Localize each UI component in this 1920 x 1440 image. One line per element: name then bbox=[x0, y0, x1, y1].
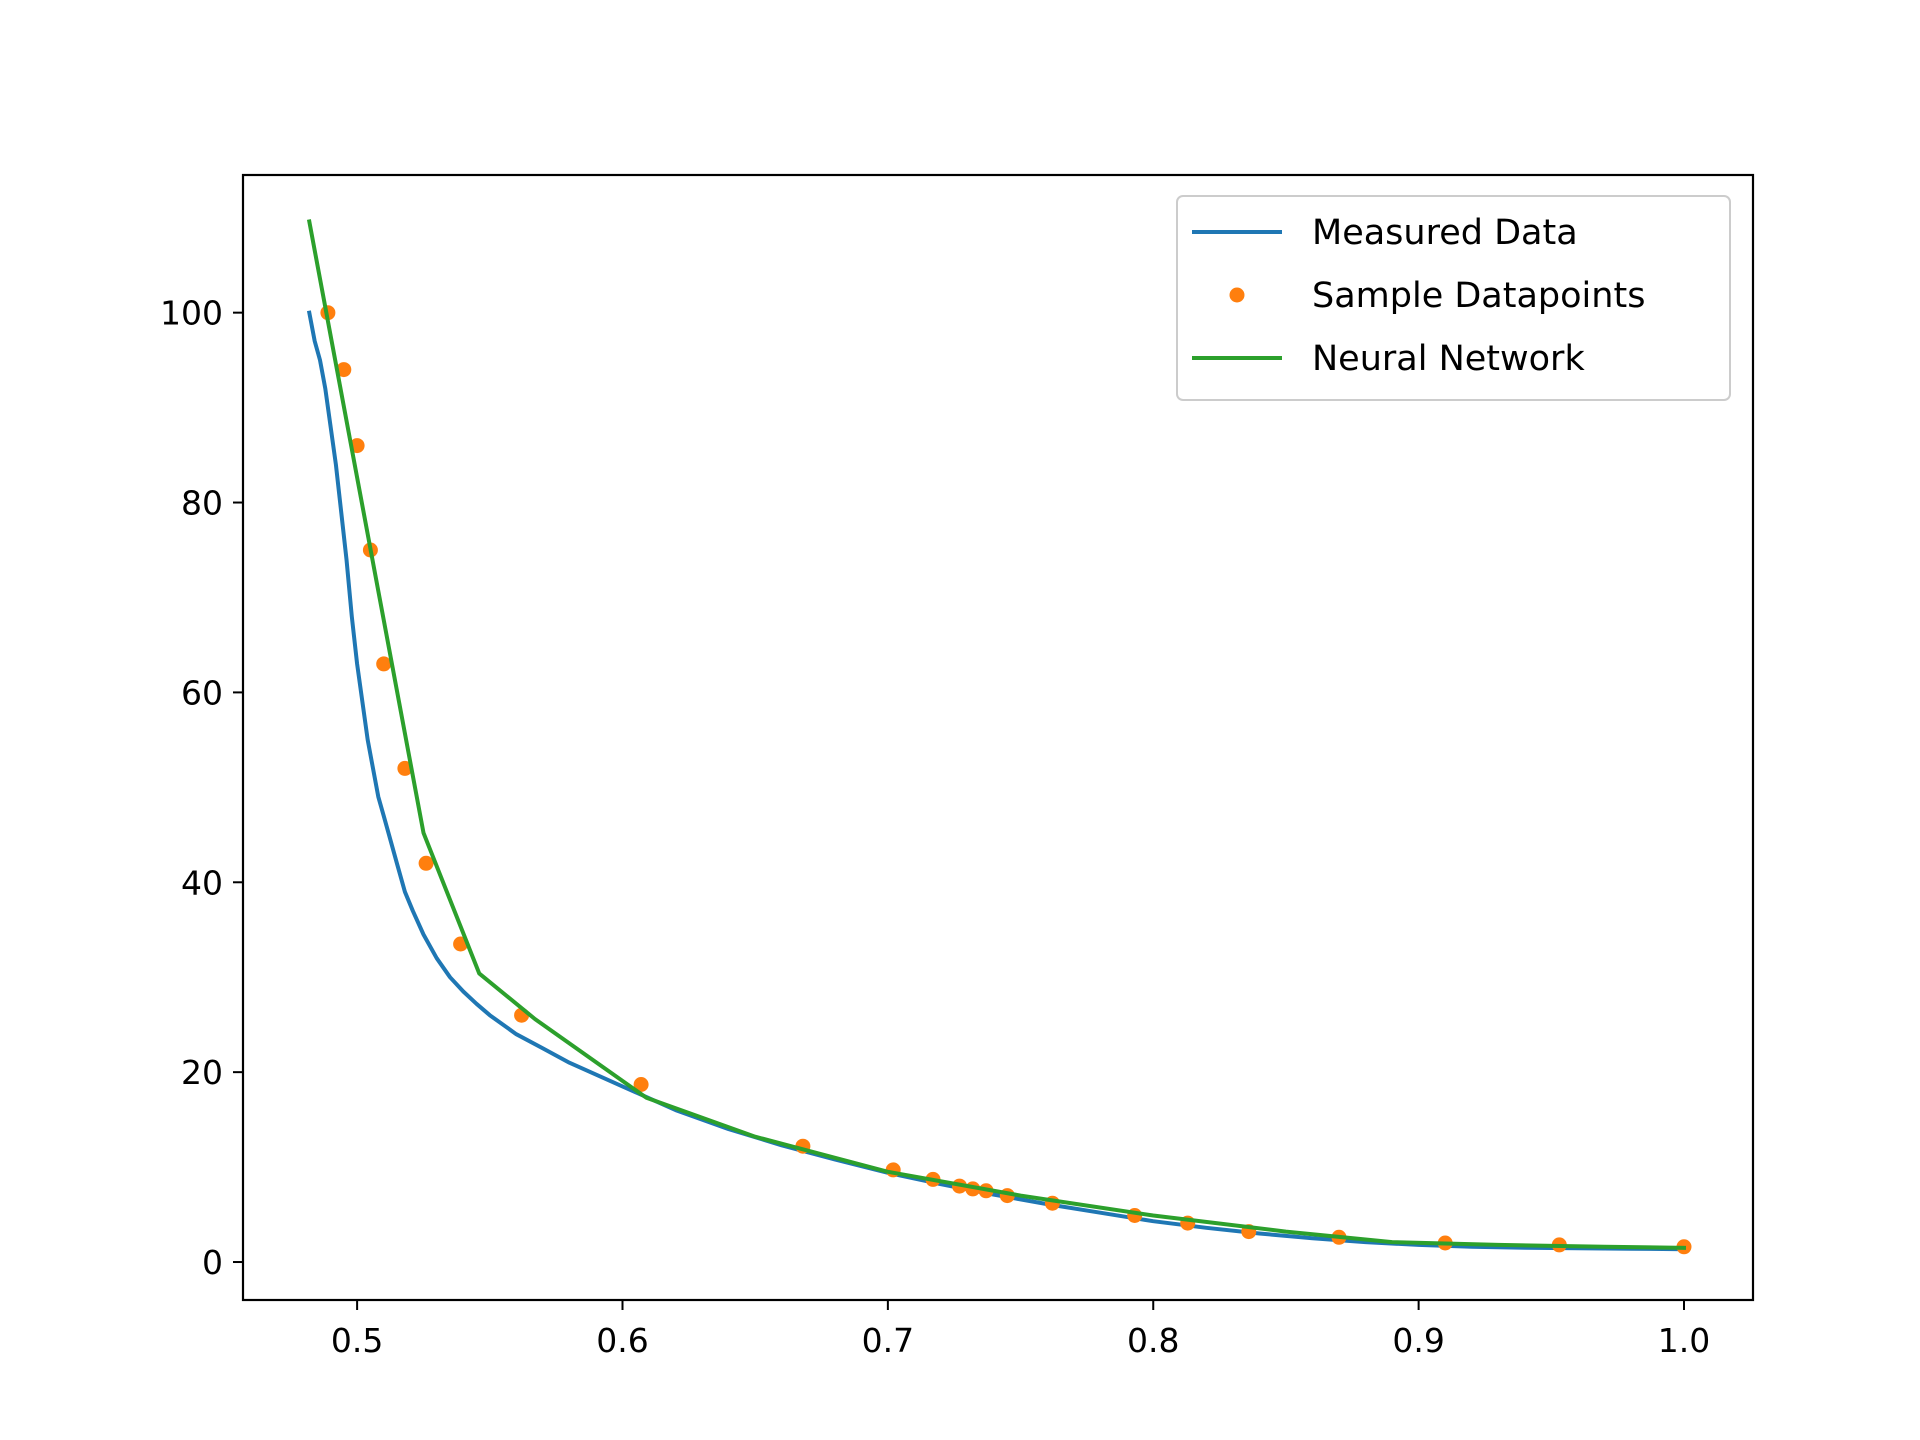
series-line-neural-network bbox=[306, 219, 1687, 1250]
legend-label-neural-network: Neural Network bbox=[1312, 339, 1585, 379]
x-axis-ticks: 0.5 0.6 0.7 0.8 0.9 1.0 bbox=[331, 1300, 1710, 1360]
y-tick-label-4: 80 bbox=[181, 484, 223, 523]
data-point-sample-datapoints-9 bbox=[633, 1077, 649, 1092]
series-line-measured-data bbox=[306, 310, 1687, 1252]
x-tick-label-1: 0.6 bbox=[596, 1321, 648, 1360]
data-point-sample-datapoints-1 bbox=[336, 362, 352, 378]
x-tick-label-4: 0.9 bbox=[1392, 1321, 1444, 1360]
y-tick-label-5: 100 bbox=[160, 294, 223, 333]
legend-label-measured-data: Measured Data bbox=[1312, 213, 1578, 253]
y-tick-label-3: 60 bbox=[181, 673, 223, 712]
x-tick-label-3: 0.8 bbox=[1127, 1321, 1179, 1360]
series-layer bbox=[306, 219, 1692, 1255]
data-point-sample-datapoints-5 bbox=[397, 760, 413, 776]
y-tick-label-1: 20 bbox=[181, 1053, 223, 1092]
x-tick-label-0: 0.5 bbox=[331, 1321, 383, 1360]
y-tick-label-0: 0 bbox=[202, 1243, 223, 1282]
y-tick-label-2: 40 bbox=[181, 863, 223, 902]
data-point-sample-datapoints-4 bbox=[376, 656, 392, 672]
y-axis-ticks: 0 20 40 60 80 100 bbox=[160, 294, 243, 1282]
data-point-sample-datapoints-6 bbox=[418, 855, 434, 871]
legend-label-sample-datapoints: Sample Datapoints bbox=[1312, 276, 1645, 316]
x-tick-label-2: 0.7 bbox=[862, 1321, 914, 1360]
legend: Measured Data Sample Datapoints Neural N… bbox=[1176, 195, 1731, 401]
x-tick-label-5: 1.0 bbox=[1658, 1321, 1710, 1360]
legend-box bbox=[1176, 195, 1731, 401]
axes-frame bbox=[241, 173, 1755, 1302]
plot-area: 0.5 0.6 0.7 0.8 0.9 1.0 0 20 40 60 80 100 bbox=[160, 173, 1755, 1360]
legend-swatch-sample-datapoints bbox=[1229, 287, 1245, 303]
